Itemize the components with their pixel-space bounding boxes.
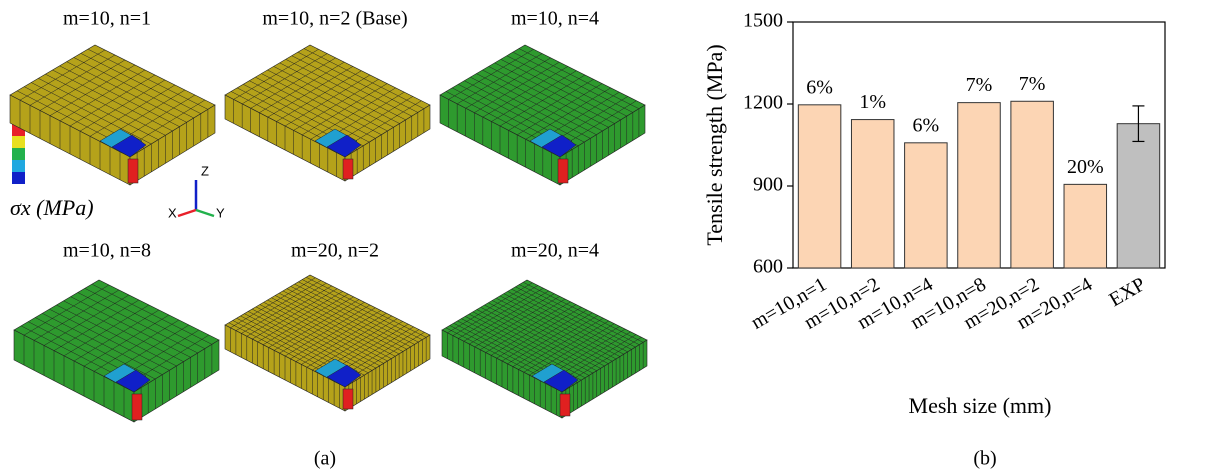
mesh bbox=[442, 280, 647, 418]
mesh bbox=[14, 280, 219, 422]
axis-triad bbox=[178, 180, 214, 216]
bar bbox=[1117, 124, 1160, 268]
axis-letter: Z bbox=[201, 163, 209, 178]
figure: m=10, n=1 m=10, n=2 (Base) m=10, n=4 m=1… bbox=[0, 0, 1215, 475]
y-tick-label: 900 bbox=[753, 174, 783, 196]
bar bbox=[1064, 184, 1107, 268]
legend-label: σx (MPa) bbox=[10, 195, 94, 220]
y-tick-label: 600 bbox=[753, 256, 783, 278]
bar bbox=[851, 120, 894, 268]
mesh-title: m=10, n=4 bbox=[511, 8, 599, 30]
legend-swatch bbox=[12, 136, 25, 148]
bar bbox=[798, 105, 841, 268]
mesh-title: m=20, n=4 bbox=[511, 240, 599, 262]
bar bbox=[1011, 101, 1054, 268]
axis-letter: Y bbox=[216, 205, 225, 220]
mesh-patch bbox=[343, 159, 353, 179]
mesh-patch bbox=[560, 394, 570, 416]
mesh-title: m=10, n=8 bbox=[63, 240, 151, 262]
legend-swatch bbox=[12, 172, 25, 184]
mesh-patch bbox=[558, 159, 568, 183]
value-label: 1% bbox=[859, 91, 886, 113]
y-tick-label: 1500 bbox=[743, 10, 783, 32]
value-label: 7% bbox=[1019, 73, 1046, 95]
mesh-patch bbox=[128, 159, 138, 183]
mesh bbox=[440, 45, 645, 185]
mesh-patch bbox=[132, 394, 142, 420]
value-label: 6% bbox=[913, 114, 940, 136]
y-arrow bbox=[196, 210, 214, 216]
value-label: 6% bbox=[806, 76, 833, 98]
x-axis-label: Mesh size (mm) bbox=[909, 393, 1052, 418]
mesh bbox=[10, 45, 215, 185]
bar bbox=[905, 143, 948, 268]
y-axis-label: Tensile strength (MPa) bbox=[702, 44, 727, 245]
mesh-title: m=10, n=1 bbox=[63, 8, 151, 30]
caption: (b) bbox=[973, 448, 996, 470]
legend-swatch bbox=[12, 148, 25, 160]
mesh-title: m=10, n=2 (Base) bbox=[262, 8, 407, 30]
value-label: 7% bbox=[966, 74, 993, 96]
x-arrow bbox=[178, 210, 196, 216]
y-tick-label: 1200 bbox=[743, 92, 783, 114]
mesh-title: m=20, n=2 bbox=[291, 240, 379, 262]
bar bbox=[958, 103, 1001, 268]
mesh bbox=[225, 275, 430, 411]
axis-letter: X bbox=[168, 205, 177, 220]
caption: (a) bbox=[314, 448, 336, 470]
mesh-patch bbox=[343, 389, 353, 409]
mesh bbox=[225, 45, 430, 181]
x-tick-label: EXP bbox=[1105, 273, 1149, 311]
value-label: 20% bbox=[1067, 156, 1104, 178]
legend-swatch bbox=[12, 160, 25, 172]
